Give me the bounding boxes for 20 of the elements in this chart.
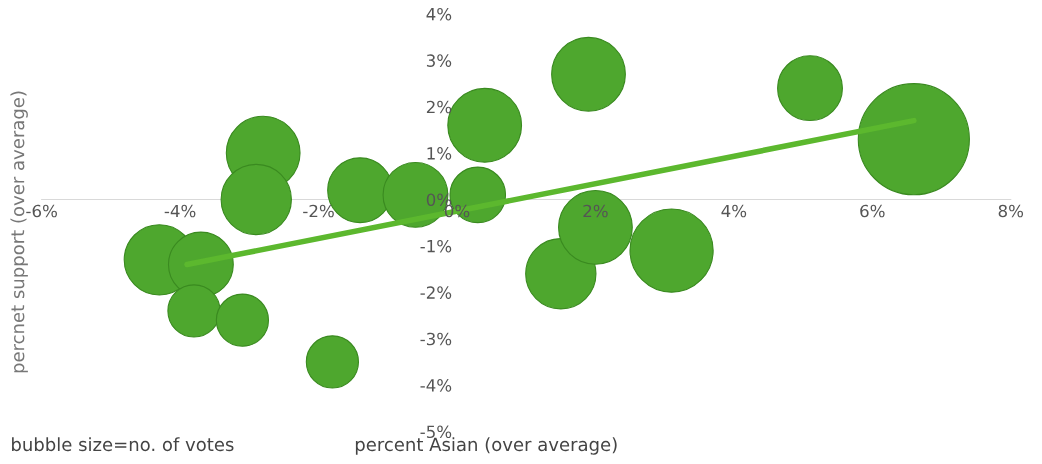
y-tick-label: -1% <box>420 239 452 253</box>
x-tick-label: 0% <box>444 204 470 218</box>
y-tick-label: 2% <box>426 100 452 114</box>
x-tick-label: 8% <box>998 204 1024 218</box>
x-tick-label: -6% <box>26 204 57 218</box>
x-tick-label: -2% <box>303 204 334 218</box>
y-tick-label: -4% <box>420 379 452 392</box>
x-tick-label: -4% <box>164 204 196 218</box>
y-tick-label: 4% <box>426 7 452 21</box>
y-tick-label: -3% <box>420 332 452 346</box>
y-tick-label: -5% <box>420 425 452 439</box>
x-tick-label: 2% <box>583 204 608 218</box>
x-tick-label: 4% <box>721 204 747 218</box>
y-axis-title: percnet support (over average) <box>10 91 28 373</box>
x-tick-label: 6% <box>860 204 885 218</box>
y-tick-label: 1% <box>427 147 452 160</box>
x-axis-title: percent Asian (over average) <box>355 437 617 455</box>
y-tick-label: -2% <box>420 286 452 299</box>
text: bubble size=no. of votes <box>12 437 234 452</box>
y-tick-label: 3% <box>426 54 452 67</box>
